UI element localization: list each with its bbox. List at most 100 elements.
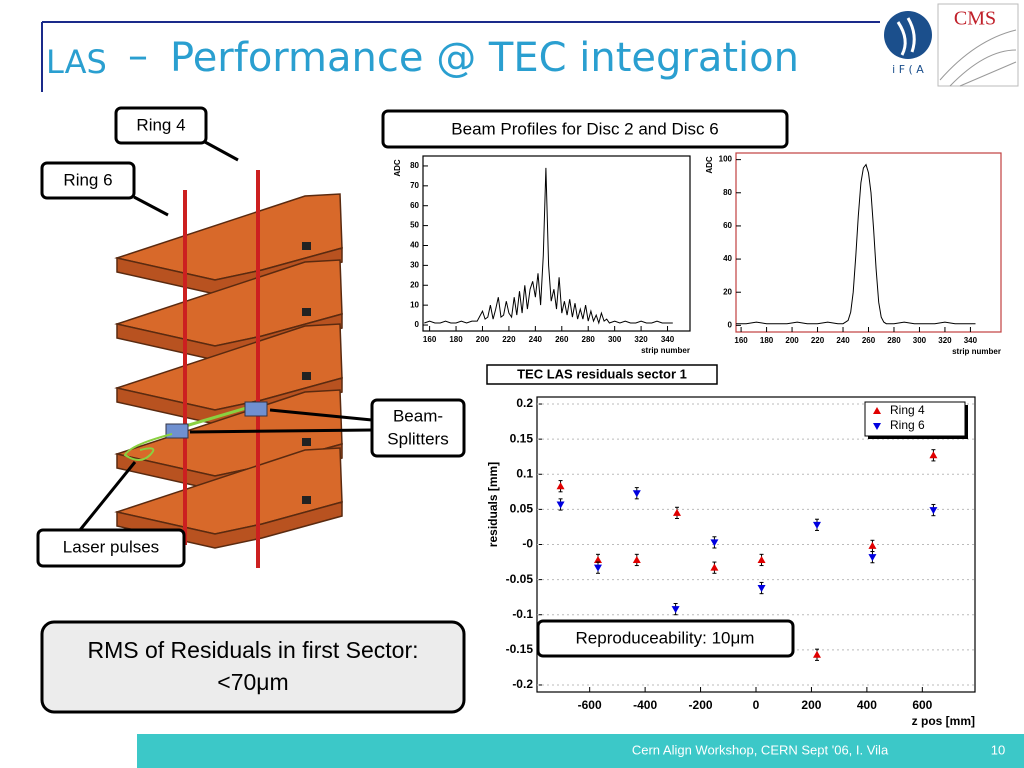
cms-logo <box>937 3 1019 87</box>
x-tick-label: 280 <box>887 336 901 345</box>
profiles-title: Beam Profiles for Disc 2 and Disc 6 <box>451 119 718 138</box>
splitter-box <box>370 398 466 458</box>
ring6-box <box>40 161 136 200</box>
marker <box>593 555 602 563</box>
legend-label: Ring 6 <box>890 418 925 432</box>
marker <box>812 521 821 529</box>
x-tick-label: 280 <box>582 335 596 344</box>
laser-label: Laser pulses <box>63 537 159 556</box>
ifca-text: i F ( A <box>892 63 924 76</box>
y-tick-label: 0.1 <box>516 466 533 480</box>
annotation-box <box>536 619 795 658</box>
splitter-label: Beam- <box>393 406 443 425</box>
y-tick-label: 40 <box>410 241 419 250</box>
x-tick-label: 400 <box>857 698 877 712</box>
x-tick-label: 220 <box>811 336 825 345</box>
y-tick-label: -0 <box>522 537 533 551</box>
y-tick-label: 0.05 <box>510 502 534 516</box>
y-tick-label: -0.05 <box>506 572 534 586</box>
x-tick-label: 180 <box>760 336 774 345</box>
y-tick-label: 70 <box>410 181 419 190</box>
y-tick-label: 20 <box>723 287 732 296</box>
title: Performance @ TEC integration <box>170 35 799 81</box>
x-tick-label: 0 <box>753 698 760 712</box>
x-tick-label: -600 <box>578 698 602 712</box>
x-tick-label: 340 <box>964 336 978 345</box>
x-tick-label: 200 <box>476 335 490 344</box>
x-tick-label: 260 <box>862 336 876 345</box>
cms-text: CMS <box>954 8 996 30</box>
marker <box>632 555 641 563</box>
ifca-logo <box>884 11 932 59</box>
marker <box>632 490 641 498</box>
y-tick-label: 0 <box>415 320 420 329</box>
marker <box>929 507 938 515</box>
plot-frame <box>422 155 691 332</box>
x-tick-label: 160 <box>423 335 437 344</box>
x-tick-label: -200 <box>689 698 713 712</box>
x-tick-label: 320 <box>634 335 648 344</box>
ifca-logo-mark <box>896 17 916 56</box>
ring4-box <box>114 106 208 145</box>
y-tick-label: 80 <box>723 188 732 197</box>
x-tick-label: 240 <box>529 335 543 344</box>
y-tick-label: 80 <box>410 161 419 170</box>
y-tick-label: 40 <box>723 254 732 263</box>
marker <box>672 508 681 516</box>
marker <box>929 451 938 459</box>
x-axis-label: strip number <box>641 346 690 355</box>
title-prefix: LAS <box>46 43 107 81</box>
rms-box <box>40 620 466 714</box>
x-tick-label: 200 <box>785 336 799 345</box>
x-tick-label: 220 <box>502 335 516 344</box>
x-tick-label: 260 <box>555 335 569 344</box>
marker <box>593 564 602 572</box>
legend-label: Ring 4 <box>890 403 925 417</box>
x-tick-label: 340 <box>661 335 675 344</box>
laser-arrow <box>78 461 137 531</box>
marker <box>710 563 719 571</box>
rms-text: <70μm <box>217 669 288 695</box>
rms-text: RMS of Residuals in first Sector: <box>87 637 418 663</box>
title-dash: – <box>128 33 148 79</box>
legend-marker <box>873 423 881 430</box>
annotation: Reproduceability: 10μm <box>576 628 755 647</box>
x-tick-label: 300 <box>913 336 927 345</box>
marker <box>868 541 877 549</box>
y-axis-label: residuals [mm] <box>486 462 500 547</box>
ring6-label: Ring 6 <box>63 170 112 189</box>
y-tick-label: 30 <box>410 260 419 269</box>
laser-box <box>36 528 186 568</box>
marker <box>710 539 719 547</box>
y-tick-label: 60 <box>410 201 419 210</box>
profiles-title-box <box>381 109 789 149</box>
legend <box>864 401 966 437</box>
x-tick-label: 240 <box>836 336 850 345</box>
y-tick-label: -0.15 <box>506 642 534 656</box>
x-tick-label: 320 <box>938 336 952 345</box>
marker <box>556 482 565 490</box>
legend-marker <box>873 407 881 414</box>
y-tick-label: 100 <box>719 155 733 164</box>
x-tick-label: 300 <box>608 335 622 344</box>
y-tick-label: 50 <box>410 221 419 230</box>
ring4-label: Ring 4 <box>136 115 185 134</box>
x-tick-label: 160 <box>734 336 748 345</box>
marker <box>556 501 565 509</box>
y-tick-label: 20 <box>410 280 419 289</box>
marker <box>757 585 766 593</box>
title-box <box>486 364 718 385</box>
splitter-label: Splitters <box>387 429 448 448</box>
y-tick-label: 0.2 <box>516 396 533 410</box>
profile-line <box>736 163 976 325</box>
marker <box>757 555 766 563</box>
plot-frame <box>735 152 1002 333</box>
y-tick-label: -0.2 <box>512 677 533 691</box>
chart-title: TEC LAS residuals sector 1 <box>517 366 687 381</box>
marker <box>671 606 680 614</box>
page-number: 10 <box>991 742 1005 757</box>
y-tick-label: 0.15 <box>510 431 534 445</box>
splitter-arrow <box>189 428 373 434</box>
x-axis-label: strip number <box>952 347 1001 356</box>
